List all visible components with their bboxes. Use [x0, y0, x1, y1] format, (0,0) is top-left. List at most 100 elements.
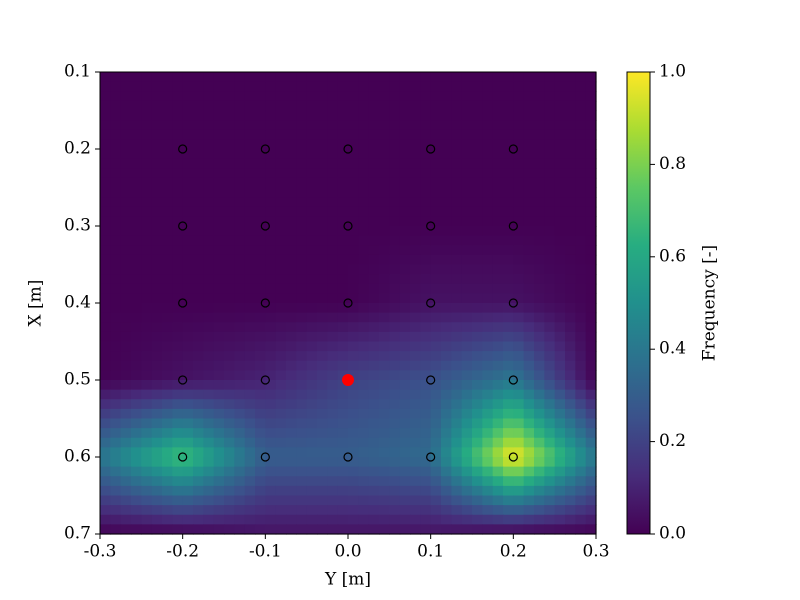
heat-cell — [265, 158, 277, 169]
heat-cell — [389, 264, 401, 275]
heat-cell — [151, 206, 163, 217]
x-tick-label: -0.3 — [84, 542, 117, 562]
heat-cell — [317, 437, 328, 448]
heat-cell — [100, 505, 111, 516]
heat-cell — [193, 149, 204, 160]
heat-cell — [317, 139, 328, 150]
heat-cell — [203, 158, 215, 169]
heat-cell — [482, 505, 494, 516]
heat-cell — [379, 187, 390, 198]
heat-cell — [575, 110, 587, 121]
heat-cell — [523, 254, 535, 266]
heat-cell — [554, 399, 566, 410]
heat-cell — [255, 81, 266, 92]
heat-cell — [430, 360, 442, 371]
heat-cell — [234, 505, 246, 516]
heat-cell — [492, 216, 504, 227]
heat-cell — [482, 216, 494, 227]
heat-cell — [389, 370, 401, 381]
heat-cell — [358, 312, 370, 323]
heat-cell — [461, 389, 473, 400]
heat-cell — [162, 312, 173, 323]
heat-cell — [503, 322, 514, 333]
heat-cell — [296, 360, 308, 371]
heat-cell — [286, 245, 297, 256]
heat-cell — [523, 370, 535, 381]
heat-cell — [379, 476, 390, 487]
heat-cell — [565, 177, 576, 189]
heat-cell — [141, 447, 153, 458]
sensor-point — [343, 144, 353, 154]
heat-cell — [234, 370, 246, 381]
heat-cell — [368, 495, 380, 506]
heat-cell — [151, 437, 163, 448]
heat-cell — [151, 110, 163, 121]
x-axis-label: Y [m] — [324, 570, 371, 590]
heat-cell — [503, 408, 514, 420]
heat-cell — [110, 399, 122, 410]
heat-cell — [234, 274, 246, 285]
heat-cell — [120, 91, 132, 102]
heat-cell — [224, 466, 235, 477]
heat-cell — [296, 322, 308, 333]
heat-cell — [265, 235, 277, 246]
heat-cell — [565, 216, 576, 227]
heat-cell — [585, 81, 597, 92]
heat-cell — [451, 495, 463, 506]
heat-cell — [100, 514, 111, 525]
heat-cell — [503, 168, 514, 179]
heat-cell — [275, 408, 287, 420]
heat-cell — [213, 428, 225, 439]
heat-cell — [430, 168, 442, 179]
heat-cell — [379, 216, 390, 227]
heat-cell — [162, 447, 173, 458]
heat-cell — [213, 206, 225, 217]
heat-cell — [420, 370, 432, 381]
heat-cell — [296, 524, 308, 535]
heat-cell — [482, 187, 494, 198]
heat-cell — [492, 158, 504, 169]
heat-cell — [172, 505, 184, 516]
heat-cell — [327, 476, 339, 487]
heat-cell — [389, 418, 401, 429]
heat-cell — [441, 505, 452, 516]
heat-cell — [203, 274, 215, 285]
heat-cell — [162, 274, 173, 285]
heat-cell — [162, 466, 173, 477]
heat-cell — [110, 197, 122, 208]
heat-cell — [265, 206, 277, 217]
heat-cell — [420, 437, 432, 448]
heat-cell — [461, 168, 473, 179]
heat-cell — [368, 283, 380, 294]
heat-cell — [544, 514, 556, 525]
sensor-point — [426, 452, 436, 462]
heat-cell — [430, 322, 442, 333]
heat-cell — [151, 485, 163, 497]
heat-cell — [337, 235, 349, 246]
heat-cell — [286, 505, 297, 516]
heat-cell — [296, 254, 308, 266]
heat-cell — [182, 312, 194, 323]
heat-cell — [358, 177, 370, 189]
heat-cell — [358, 206, 370, 217]
heat-cell — [482, 514, 494, 525]
heat-cell — [120, 303, 132, 314]
heat-cell — [441, 100, 452, 112]
heat-cell — [182, 235, 194, 246]
heat-cell — [213, 389, 225, 400]
heat-cell — [182, 81, 194, 92]
heat-cell — [172, 303, 184, 314]
heat-cell — [182, 91, 194, 102]
heat-cell — [203, 168, 215, 179]
heat-cell — [451, 139, 463, 150]
heat-cell — [255, 187, 266, 198]
heat-cell — [244, 341, 256, 352]
heat-cell — [162, 380, 173, 391]
heat-cell — [162, 120, 173, 131]
heat-cell — [554, 110, 566, 121]
heat-cell — [399, 505, 411, 516]
heat-cell — [492, 389, 504, 400]
heat-cell — [544, 100, 556, 112]
heat-cell — [306, 120, 318, 131]
heat-cell — [461, 158, 473, 169]
